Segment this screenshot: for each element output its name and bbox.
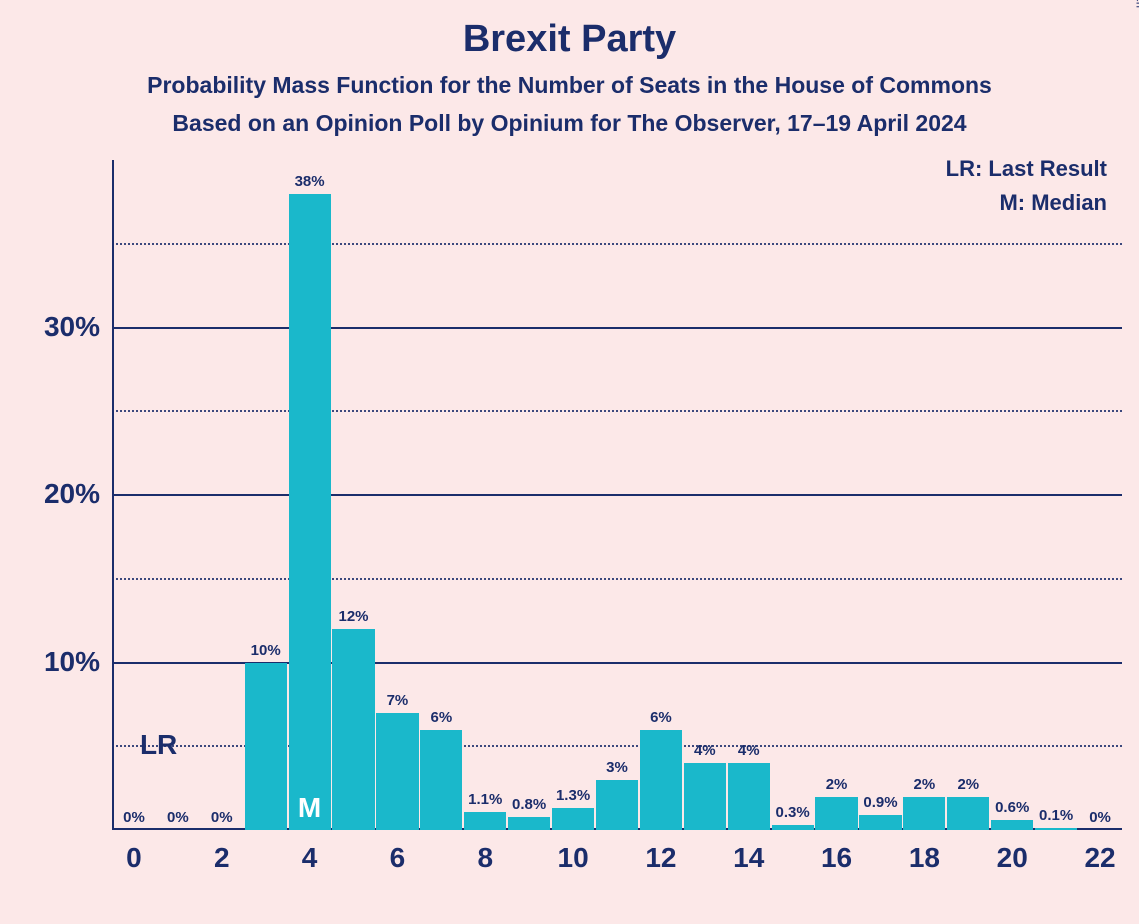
bar-value-label: 0.8%: [507, 796, 551, 813]
last-result-marker: LR: [140, 729, 177, 761]
x-axis-tick-label: 16: [807, 842, 867, 874]
bar-value-label: 2%: [815, 776, 859, 793]
bar-value-label: 0%: [200, 809, 244, 826]
bar-value-label: 0.3%: [771, 804, 815, 821]
x-axis-tick-label: 8: [455, 842, 515, 874]
bar: [640, 730, 682, 831]
bar: [772, 825, 814, 830]
bar: [508, 817, 550, 830]
bar-value-label: 4%: [727, 742, 771, 759]
bar: [859, 815, 901, 830]
bar: [684, 763, 726, 830]
x-axis-tick-label: 6: [367, 842, 427, 874]
x-axis-tick-label: 10: [543, 842, 603, 874]
bar: [245, 663, 287, 831]
minor-gridline: [112, 578, 1122, 580]
bar-value-label: 7%: [375, 692, 419, 709]
x-axis-tick-label: 2: [192, 842, 252, 874]
bar-value-label: 10%: [244, 642, 288, 659]
x-axis-tick-label: 20: [982, 842, 1042, 874]
bar: [289, 194, 331, 831]
bar: [815, 797, 857, 831]
bar: [332, 629, 374, 830]
chart-stage: Brexit Party Probability Mass Function f…: [0, 0, 1139, 924]
chart-subtitle-2: Based on an Opinion Poll by Opinium for …: [0, 110, 1139, 137]
chart-title: Brexit Party: [0, 18, 1139, 61]
bar: [464, 812, 506, 830]
bar-value-label: 2%: [902, 776, 946, 793]
bar: [947, 797, 989, 831]
minor-gridline: [112, 410, 1122, 412]
plot-area: 10%20%30%0%0%0%10%38%12%7%6%1.1%0.8%1.3%…: [112, 160, 1122, 830]
bar: [552, 808, 594, 830]
bar-value-label: 3%: [595, 759, 639, 776]
minor-gridline: [112, 243, 1122, 245]
bar-value-label: 0%: [1078, 809, 1122, 826]
x-axis-tick-label: 18: [894, 842, 954, 874]
bar: [991, 820, 1033, 830]
median-marker: M: [289, 792, 331, 824]
bar: [596, 780, 638, 830]
copyright-text: © 2024 Filip van Laenen: [1133, 0, 1139, 8]
bar-value-label: 1.1%: [463, 791, 507, 808]
bar: [728, 763, 770, 830]
x-axis-tick-label: 0: [104, 842, 164, 874]
y-axis-tick-label: 10%: [10, 646, 100, 678]
bar-value-label: 6%: [419, 709, 463, 726]
bar-value-label: 0%: [112, 809, 156, 826]
bar: [903, 797, 945, 831]
major-gridline: [112, 327, 1122, 329]
bar-value-label: 4%: [683, 742, 727, 759]
bar-value-label: 2%: [946, 776, 990, 793]
bar-value-label: 0%: [156, 809, 200, 826]
bar: [420, 730, 462, 831]
bar-value-label: 0.1%: [1034, 807, 1078, 824]
bar: [1035, 828, 1077, 830]
x-axis-tick-label: 4: [280, 842, 340, 874]
y-axis: [112, 160, 114, 830]
bar-value-label: 12%: [332, 608, 376, 625]
bar-value-label: 0.9%: [859, 794, 903, 811]
bar-value-label: 1.3%: [551, 787, 595, 804]
y-axis-tick-label: 20%: [10, 478, 100, 510]
y-axis-tick-label: 30%: [10, 311, 100, 343]
chart-subtitle-1: Probability Mass Function for the Number…: [0, 72, 1139, 99]
bar-value-label: 0.6%: [990, 799, 1034, 816]
x-axis-tick-label: 14: [719, 842, 779, 874]
bar-value-label: 6%: [639, 709, 683, 726]
bar-value-label: 38%: [288, 173, 332, 190]
bar: [376, 713, 418, 830]
major-gridline: [112, 494, 1122, 496]
x-axis-tick-label: 12: [631, 842, 691, 874]
x-axis-tick-label: 22: [1070, 842, 1130, 874]
